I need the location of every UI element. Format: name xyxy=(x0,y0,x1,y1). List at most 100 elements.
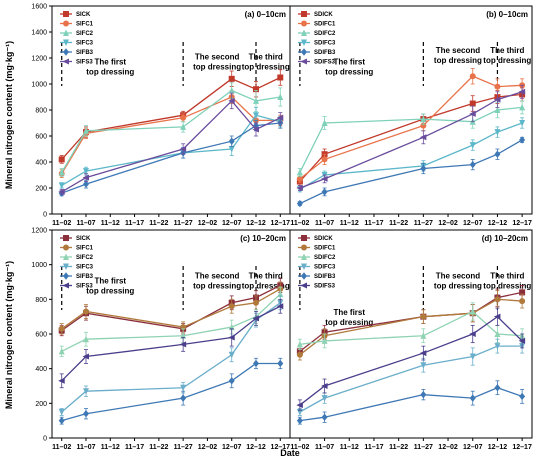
series-line xyxy=(61,99,281,193)
annotation-text: top dressing xyxy=(434,282,482,291)
data-point xyxy=(469,142,476,149)
x-tick-label: 11–17 xyxy=(364,220,383,227)
legend-marker xyxy=(63,235,69,241)
legend-marker xyxy=(301,29,307,36)
data-point xyxy=(494,343,501,350)
series-line xyxy=(299,91,523,189)
series-SDIFB3: SDIFB3 xyxy=(296,48,526,208)
x-tick-label: 11–07 xyxy=(76,444,95,451)
series-line xyxy=(299,345,523,413)
data-point xyxy=(420,332,427,339)
data-point xyxy=(494,106,501,113)
legend-label: SDIFC1 xyxy=(314,22,336,28)
y-tick-label: 600 xyxy=(35,332,47,339)
legend-marker xyxy=(301,39,307,46)
data-point xyxy=(82,353,89,360)
data-point xyxy=(58,182,65,189)
annotation-text: top dressing xyxy=(434,56,482,65)
data-point xyxy=(321,156,328,163)
data-point xyxy=(252,126,259,133)
data-point xyxy=(253,299,259,306)
series-line xyxy=(299,122,523,190)
x-tick-label: 12–07 xyxy=(222,444,242,451)
y-tick-label: 0 xyxy=(43,436,47,443)
x-tick-label: 12–17 xyxy=(512,220,532,227)
y-tick-label: 400 xyxy=(35,160,47,167)
data-point xyxy=(494,150,501,158)
annotation-text: top dressing xyxy=(86,68,134,77)
series-SIFB3: SIFB3 xyxy=(58,272,284,425)
legend-marker xyxy=(301,20,307,27)
x-tick-label: 12–12 xyxy=(488,444,508,451)
annotation-text: top dressing xyxy=(193,282,241,291)
legend-label: SDIFB3 xyxy=(314,274,336,280)
data-point xyxy=(180,394,187,402)
data-point xyxy=(419,350,427,357)
series-SDIFC3: SDIFC3 xyxy=(296,39,526,193)
y-tick-label: 200 xyxy=(35,401,47,408)
series-line xyxy=(299,139,523,205)
data-point xyxy=(228,377,235,385)
data-point xyxy=(469,110,476,117)
y-tick-label: 1200 xyxy=(31,228,47,235)
legend-label: SIFB3 xyxy=(76,50,94,56)
data-point xyxy=(228,351,235,359)
series-SDIFB3: SDIFB3 xyxy=(296,272,526,425)
data-point xyxy=(469,73,476,80)
annotation-text: top dressing xyxy=(483,282,531,291)
x-tick-label: 11–27 xyxy=(174,220,193,227)
data-point xyxy=(58,188,65,195)
series-SIFS3: SIFS3 xyxy=(58,282,284,389)
x-tick-label: 11–02 xyxy=(52,444,71,451)
data-point xyxy=(519,289,526,296)
x-tick-label: 11–07 xyxy=(76,220,95,227)
x-tick-label: 11–27 xyxy=(414,444,433,451)
series-line xyxy=(61,89,281,173)
x-tick-label: 11–07 xyxy=(315,220,334,227)
y-tick-label: 0 xyxy=(43,212,47,219)
panel-bottom-left: 0 200 400 600 800 1000 1200 11–02 11–07 11–12 11–1… xyxy=(31,228,291,451)
data-point xyxy=(469,307,476,315)
legend-marker xyxy=(63,20,69,27)
legend-label: SIFB3 xyxy=(76,274,94,280)
data-point xyxy=(296,175,303,182)
legend-label: SIFC2 xyxy=(76,31,94,37)
data-point xyxy=(494,384,501,392)
x-tick-label: 12–02 xyxy=(198,220,218,227)
panel-title: (d) 10–20cm xyxy=(482,234,528,243)
series-line xyxy=(61,114,281,186)
y-tick-label: 800 xyxy=(35,297,47,304)
y-tick-label: 600 xyxy=(35,134,47,141)
series-SDIFC1: SDIFC1 xyxy=(296,20,526,184)
annotation-text: top dressing xyxy=(242,62,290,71)
data-point xyxy=(518,337,526,344)
data-point xyxy=(180,114,187,121)
data-point xyxy=(83,388,89,395)
data-point xyxy=(321,188,328,196)
annotation-text: The second xyxy=(195,52,240,61)
legend-marker xyxy=(63,48,69,56)
annotation-text: top dressing xyxy=(86,287,134,296)
y-axis-label: Mineral nitrogen content (mg·kg⁻¹) xyxy=(4,41,14,189)
x-tick-label: 11–17 xyxy=(364,444,383,451)
series-SIFC2: SIFC2 xyxy=(58,29,284,177)
data-point xyxy=(469,353,476,361)
data-point xyxy=(469,160,476,169)
annotation-text: top dressing xyxy=(242,282,290,291)
data-point xyxy=(494,296,501,303)
panel-title: (a) 0–10cm xyxy=(245,10,286,19)
y-tick-label: 1000 xyxy=(31,262,47,269)
data-point xyxy=(419,134,427,141)
x-tick-label: 11–17 xyxy=(125,220,144,227)
series-line xyxy=(61,288,281,330)
data-point xyxy=(469,100,476,107)
annotation-text: top dressing xyxy=(325,318,373,327)
x-tick-label: 11–02 xyxy=(52,220,71,227)
y-tick-label: 1400 xyxy=(31,30,47,37)
legend-marker xyxy=(62,282,69,289)
data-point xyxy=(228,87,235,94)
data-point xyxy=(253,359,259,368)
data-point xyxy=(296,168,303,176)
legend-label: SIFC2 xyxy=(76,255,94,261)
annotation-text: The second xyxy=(195,272,240,281)
